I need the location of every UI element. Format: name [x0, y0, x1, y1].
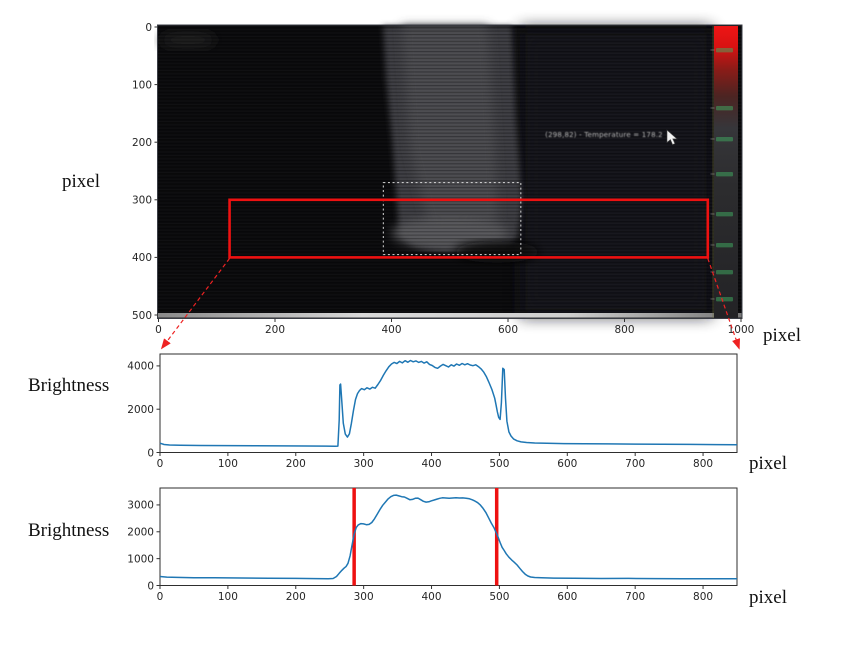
- temperature-readout-tooltip: (298,82) - Temperature = 178.2: [545, 131, 663, 139]
- zoom-connector-arrows: [160, 258, 741, 350]
- x-tick-label: 700: [625, 591, 645, 603]
- roi-red-rect: [228, 198, 710, 259]
- thermal-colorbar: [710, 26, 738, 318]
- x-tick-label: 100: [218, 458, 238, 470]
- y-tick-label: 1000: [127, 553, 154, 565]
- mouse-cursor-icon: [666, 129, 678, 146]
- x-tick-label: 700: [625, 458, 645, 470]
- thermal-frame: [157, 24, 743, 319]
- x-tick-label: 100: [218, 591, 238, 603]
- colorbar-tick-labels: [710, 48, 733, 302]
- colorbar-tick-label: [716, 270, 733, 275]
- raw-profile-x-axis-label: pixel: [749, 453, 787, 474]
- x-tick-label: 600: [557, 458, 577, 470]
- thermal-image[interactable]: (298,82) - Temperature = 178.2: [157, 24, 743, 319]
- x-tick-label: 600: [557, 591, 577, 603]
- x-tick-label: 300: [354, 458, 374, 470]
- raw-profile-plot-frame: [159, 353, 738, 453]
- thermal-x-axis-label: pixel: [763, 325, 801, 346]
- y-tick-label: 0: [147, 447, 154, 459]
- y-tick-label: 400: [132, 252, 152, 264]
- marked-profile-y-axis-label: Brightness: [28, 520, 110, 541]
- x-tick-label: 800: [693, 591, 713, 603]
- scanline-noise: [158, 25, 742, 319]
- colorbar-tick-mark: [710, 244, 715, 246]
- charts-layer: [159, 359, 738, 586]
- marked-profile-plot-frame: [159, 487, 738, 586]
- colorbar-tick-label: [716, 137, 733, 142]
- colorbar-left-edge: [712, 26, 714, 318]
- colorbar-tick-mark: [710, 298, 715, 300]
- x-tick-label: 500: [489, 458, 509, 470]
- brightness-line-series: [159, 359, 738, 447]
- x-tick-label: 200: [265, 324, 285, 336]
- x-tick-label: 400: [422, 591, 442, 603]
- colorbar-tick-mark: [710, 49, 715, 51]
- colorbar-tick-label: [716, 297, 733, 302]
- x-tick-label: 400: [381, 324, 401, 336]
- x-tick-label: 0: [155, 324, 162, 336]
- thermal-bottom-strip: [158, 313, 742, 318]
- x-tick-label: 800: [614, 324, 634, 336]
- colorbar-tick-label: [716, 243, 733, 248]
- x-tick-label: 200: [286, 458, 306, 470]
- brightness-line-series: [159, 494, 738, 580]
- y-tick-label: 300: [132, 195, 152, 207]
- x-tick-label: 200: [286, 591, 306, 603]
- zoom-arrow-right: [707, 258, 741, 350]
- marked-profile-x-axis-label: pixel: [749, 587, 787, 608]
- colorbar-tick-mark: [710, 138, 715, 140]
- colorbar-tick-mark: [710, 173, 715, 175]
- y-tick-label: 500: [132, 310, 152, 322]
- y-tick-label: 2000: [127, 404, 154, 416]
- y-tick-label: 100: [132, 79, 152, 91]
- x-tick-label: 500: [489, 591, 509, 603]
- x-tick-label: 600: [498, 324, 518, 336]
- x-tick-label: 400: [422, 458, 442, 470]
- y-tick-label: 0: [147, 580, 154, 592]
- x-tick-label: 0: [157, 591, 164, 603]
- x-tick-label: 300: [354, 591, 374, 603]
- x-tick-label: 0: [157, 458, 164, 470]
- x-tick-label: 800: [693, 458, 713, 470]
- y-tick-label: 3000: [127, 500, 154, 512]
- colorbar-tick-label: [716, 212, 733, 217]
- y-tick-label: 4000: [127, 361, 154, 373]
- colorbar-tick-mark: [710, 213, 715, 215]
- colorbar-tick-label: [716, 106, 733, 111]
- thermal-y-axis-label: pixel: [62, 171, 100, 192]
- dotted-selection-rect: [382, 181, 522, 256]
- y-tick-label: 2000: [127, 527, 154, 539]
- colorbar-tick-label: [716, 48, 733, 53]
- zoom-arrow-left: [160, 258, 231, 350]
- raw-profile-y-axis-label: Brightness: [28, 375, 110, 396]
- y-tick-label: 200: [132, 137, 152, 149]
- y-tick-label: 0: [145, 22, 152, 34]
- colorbar-tick-label: [716, 172, 733, 177]
- colorbar-tick-mark: [710, 107, 715, 109]
